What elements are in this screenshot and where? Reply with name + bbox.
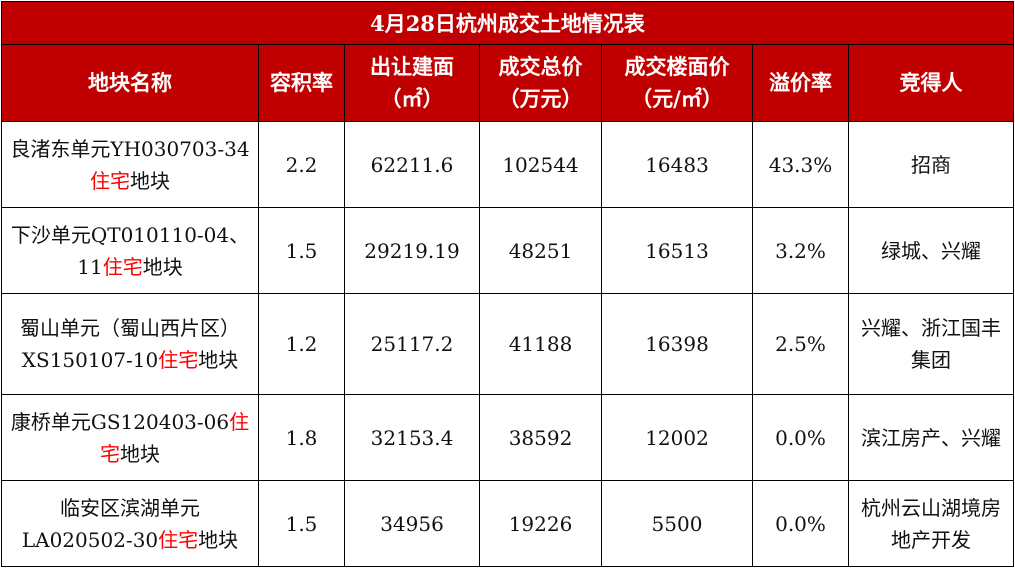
name-part: 下沙单元QT010110-04、11	[10, 222, 250, 279]
cell-area: 34956	[344, 480, 480, 567]
header-far: 容积率	[258, 44, 345, 122]
header-total: 成交总价 （万元）	[479, 44, 602, 122]
header-winner: 竞得人	[847, 44, 1015, 122]
cell-name: 良渚东单元YH030703-34 住宅地块	[1, 121, 259, 208]
cell-name: 临安区滨湖单元LA020502-30住宅地块	[1, 480, 259, 567]
cell-unit-price: 5500	[601, 480, 753, 567]
name-part: 住宅	[102, 254, 143, 279]
cell-area: 62211.6	[344, 121, 480, 208]
name-part: 住宅	[158, 348, 199, 372]
header-label: 地块名称	[88, 70, 172, 95]
cell-total: 38592	[479, 394, 602, 481]
table-row: 康桥单元GS120403-06住宅地块 1.8 32153.4 38592 12002 0…	[1, 394, 1015, 481]
header-unit: （万元）	[498, 86, 583, 111]
header-premium: 溢价率	[752, 44, 849, 122]
header-label: 成交楼面价	[624, 54, 730, 79]
name-part: 地块	[120, 441, 160, 466]
name-part: 住宅	[90, 168, 130, 193]
cell-premium: 0.0%	[752, 394, 849, 481]
cell-area: 25117.2	[344, 293, 480, 395]
cell-premium: 43.3%	[752, 121, 849, 208]
table-row: 临安区滨湖单元LA020502-30住宅地块 1.5 34956 19226 5500 0…	[1, 480, 1015, 567]
cell-premium: 0.0%	[752, 480, 849, 567]
cell-total: 48251	[479, 207, 602, 294]
table-row: 良渚东单元YH030703-34 住宅地块 2.2 62211.6 102544 1648…	[1, 121, 1015, 208]
name-part: 蜀山单元（蜀山西片区）XS150107-10	[20, 316, 240, 372]
cell-far: 1.8	[258, 394, 345, 481]
name-part: 住宅	[100, 409, 250, 466]
cell-winner: 杭州云山湖境房地产开发	[847, 480, 1015, 567]
cell-area: 29219.19	[344, 207, 480, 294]
cell-unit-price: 16398	[601, 293, 753, 395]
table-row: 蜀山单元（蜀山西片区）XS150107-10住宅地块 1.2 25117.2 4118…	[1, 293, 1015, 395]
header-unit: （㎡）	[380, 86, 444, 111]
name-part: 地块	[198, 348, 239, 372]
cell-name: 康桥单元GS120403-06住宅地块	[1, 394, 259, 481]
name-part: 临安区滨湖单元LA020502-30	[21, 495, 200, 552]
cell-name: 蜀山单元（蜀山西片区）XS150107-10住宅地块	[1, 293, 259, 395]
header-area: 出让建面 （㎡）	[344, 44, 480, 122]
cell-winner: 招商	[847, 121, 1015, 208]
cell-winner: 绿城、兴耀	[847, 207, 1015, 294]
name-part: 良渚东单元YH030703-34	[10, 136, 250, 161]
header-row: 地块名称 容积率 出让建面 （㎡） 成交总价 （万元） 成交楼面价 （元/㎡） 溢价率 竞得人	[1, 44, 1015, 122]
cell-premium: 2.5%	[752, 293, 849, 395]
header-label: 溢价率	[769, 70, 832, 95]
cell-far: 1.2	[258, 293, 345, 395]
table-row: 下沙单元QT010110-04、11住宅地块 1.5 29219.19 48251 16…	[1, 207, 1015, 294]
header-name: 地块名称	[1, 44, 259, 122]
cell-unit-price: 12002	[601, 394, 753, 481]
name-part: 住宅	[158, 527, 199, 552]
cell-total: 102544	[479, 121, 602, 208]
header-label: 容积率	[270, 70, 333, 95]
cell-total: 41188	[479, 293, 602, 395]
cell-far: 1.5	[258, 480, 345, 567]
cell-far: 2.2	[258, 121, 345, 208]
cell-name: 下沙单元QT010110-04、11住宅地块	[1, 207, 259, 294]
cell-winner: 兴耀、浙江国丰集团	[847, 293, 1015, 395]
header-unit-price: 成交楼面价 （元/㎡）	[601, 44, 753, 122]
header-label: 成交总价	[498, 54, 583, 79]
name-part: 地块	[198, 527, 239, 552]
cell-premium: 3.2%	[752, 207, 849, 294]
header-unit: （元/㎡）	[631, 86, 723, 111]
cell-area: 32153.4	[344, 394, 480, 481]
cell-unit-price: 16483	[601, 121, 753, 208]
header-label: 出让建面	[370, 54, 454, 79]
cell-winner: 滨江房产、兴耀	[847, 394, 1015, 481]
name-part: 地块	[142, 254, 183, 279]
name-part: 地块	[130, 168, 170, 193]
name-part: 康桥单元GS120403-06	[10, 409, 230, 434]
cell-far: 1.5	[258, 207, 345, 294]
header-label: 竞得人	[899, 70, 963, 95]
table-title: 4月28日杭州成交土地情况表	[0, 1, 1015, 45]
cell-unit-price: 16513	[601, 207, 753, 294]
cell-total: 19226	[479, 480, 602, 567]
